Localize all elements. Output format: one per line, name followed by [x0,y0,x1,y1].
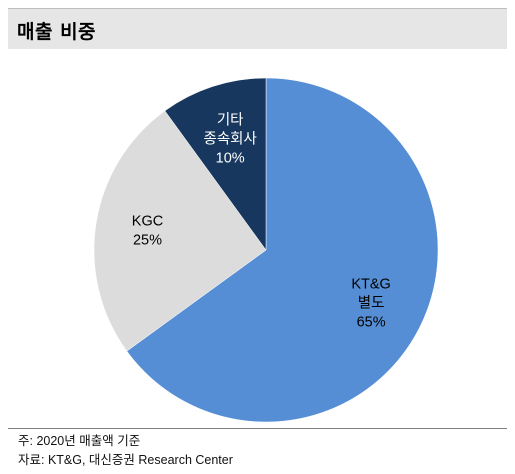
pie-slices [93,77,439,423]
chart-notes: 주: 2020년 매출액 기준 자료: KT&G, 대신증권 Research … [18,432,233,470]
pie-slice-1 [126,77,439,423]
slice-label-3-line-1: 기타 [217,112,244,129]
slice-label-1-line-2: 별도 [358,294,385,311]
slice-label-2-line-2: 25% [133,233,162,249]
slice-label-3-line-2: 종속회사 [204,131,257,148]
footnote: 주: 2020년 매출액 기준 [18,434,141,448]
chart-title: 매출 비중 [17,21,97,43]
slice-label-3-line-3: 10% [216,151,245,167]
footer-divider [8,428,507,429]
pie-slice-3 [164,77,267,251]
source-note: 자료: KT&G, 대신증권 Research Center [18,453,233,467]
slice-label-1-line-1: KT&G [351,276,390,292]
pie-slice-2 [93,110,267,352]
slice-label-1-line-3: 65% [357,314,386,330]
slice-label-2-line-1: KGC [132,214,163,230]
chart-header: 매출 비중 [8,8,507,49]
